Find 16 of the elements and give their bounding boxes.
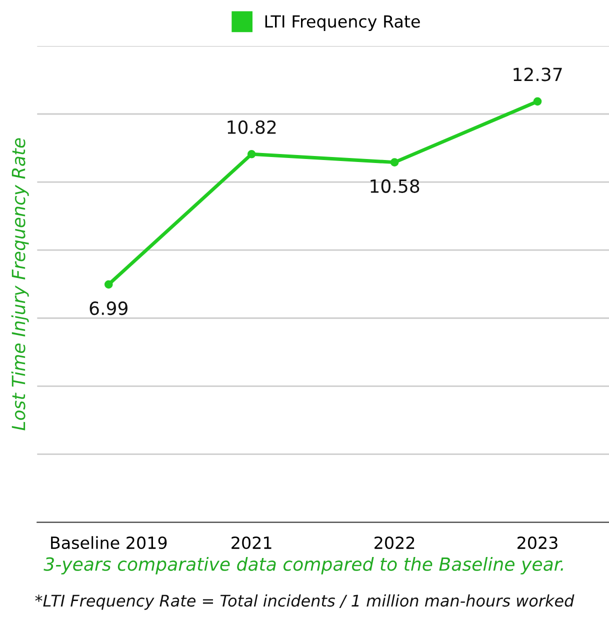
point xyxy=(104,280,113,289)
data-label: 10.58 xyxy=(370,179,420,193)
x-tick-label: 2022 xyxy=(374,536,414,550)
legend-label: LTI Frequency Rate xyxy=(265,15,420,31)
point xyxy=(247,150,256,158)
text: 3-years comparative data compared to the Baseline year. xyxy=(44,556,563,574)
point xyxy=(533,97,542,106)
x-tick-label: 2021 xyxy=(232,536,272,550)
data-label: 12.37 xyxy=(514,68,562,82)
point xyxy=(390,158,399,166)
data-label: 10.82 xyxy=(228,120,276,134)
x-tick-label: Baseline 2019 xyxy=(51,536,167,550)
y-axis-title: Lost Time Injury Frequency Rate xyxy=(11,138,29,430)
x-tick-label: 2023 xyxy=(518,536,558,550)
data-label: 6.99 xyxy=(90,301,128,316)
text: *LTI Frequency Rate = Total incidents / 1 million man-hours worked xyxy=(35,594,574,610)
